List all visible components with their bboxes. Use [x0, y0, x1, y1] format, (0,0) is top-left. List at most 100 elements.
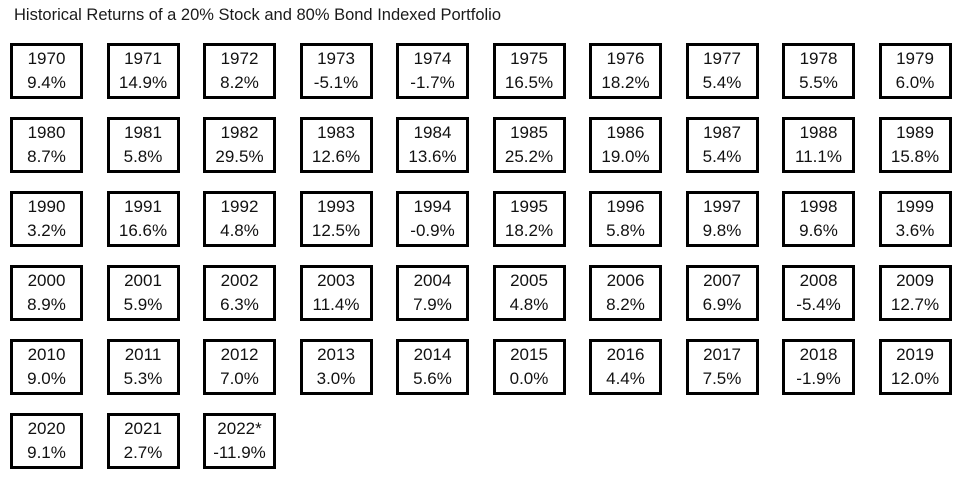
- year-return-cell: 1986 19.0%: [589, 117, 662, 173]
- year-label: 2007: [703, 271, 741, 290]
- return-value: 5.9%: [123, 295, 163, 314]
- year-label: 2006: [606, 271, 645, 290]
- year-return-cell: 1989 15.8%: [878, 117, 952, 173]
- year-label: 1992: [220, 197, 259, 216]
- year-label: 2011: [124, 345, 162, 364]
- return-value: 13.6%: [408, 147, 457, 166]
- year-label: 1996: [606, 197, 645, 216]
- year-label: 1990: [27, 197, 66, 216]
- year-label: 1972: [220, 49, 259, 68]
- year-label: 1997: [703, 197, 741, 216]
- year-return-cell: 1974 -1.7%: [396, 43, 469, 99]
- year-return-cell: 1993 12.5%: [299, 191, 373, 247]
- year-return-cell: 2022* -11.9%: [203, 413, 276, 469]
- year-return-cell: 1990 3.2%: [10, 191, 83, 247]
- year-label: 2022*: [217, 419, 262, 438]
- year-label: 1979: [896, 49, 934, 68]
- return-value: 16.5%: [504, 73, 554, 92]
- year-label: 2018: [799, 345, 838, 364]
- year-label: 1970: [27, 49, 66, 68]
- year-return-cell: 1985 25.2%: [492, 117, 566, 173]
- year-return-cell: 2005 4.8%: [492, 265, 566, 321]
- year-label: 2013: [317, 345, 355, 364]
- year-return-cell: 2002 6.3%: [203, 265, 276, 321]
- return-value: 9.0%: [27, 369, 66, 388]
- return-value: 7.0%: [220, 369, 259, 388]
- return-value: 6.0%: [895, 73, 935, 92]
- return-value: 0.0%: [509, 369, 549, 388]
- year-return-cell: 1970 9.4%: [10, 43, 83, 99]
- return-value: 9.1%: [27, 443, 66, 462]
- year-return-cell: 2012 7.0%: [203, 339, 276, 395]
- year-label: 1978: [799, 49, 838, 68]
- year-return-cell: 1998 9.6%: [782, 191, 855, 247]
- return-value: 5.4%: [702, 147, 742, 166]
- return-value: 3.2%: [27, 221, 66, 240]
- year-label: 1981: [124, 123, 162, 142]
- return-value: 9.8%: [702, 221, 742, 240]
- year-label: 1998: [799, 197, 838, 216]
- year-return-cell: 2000 8.9%: [10, 265, 83, 321]
- year-return-cell: 2014 5.6%: [396, 339, 469, 395]
- return-value: 6.3%: [220, 295, 259, 314]
- year-label: 1988: [799, 123, 838, 142]
- year-label: 2003: [317, 271, 355, 290]
- return-value: -5.1%: [313, 73, 359, 92]
- year-return-cell: 1980 8.7%: [10, 117, 83, 173]
- return-value: 3.6%: [895, 221, 935, 240]
- return-value: 4.8%: [509, 295, 549, 314]
- year-return-cell: 2013 3.0%: [299, 339, 373, 395]
- year-return-cell: 2016 4.4%: [589, 339, 662, 395]
- year-label: 1985: [510, 123, 548, 142]
- return-value: 5.6%: [413, 369, 452, 388]
- return-value: 25.2%: [504, 147, 554, 166]
- year-label: 1983: [317, 123, 355, 142]
- year-return-cell: 1981 5.8%: [106, 117, 180, 173]
- return-value: 4.4%: [606, 369, 645, 388]
- return-value: 29.5%: [215, 147, 264, 166]
- year-return-cell: 2018 -1.9%: [782, 339, 855, 395]
- year-return-cell: 1999 3.6%: [878, 191, 952, 247]
- return-value: -1.9%: [796, 369, 841, 388]
- return-value: 8.2%: [606, 295, 645, 314]
- return-value: 5.4%: [702, 73, 742, 92]
- year-label: 1995: [510, 197, 548, 216]
- year-label: 1986: [606, 123, 645, 142]
- year-return-cell: 1976 18.2%: [589, 43, 662, 99]
- year-label: 1982: [220, 123, 259, 142]
- year-return-cell: 1983 12.6%: [299, 117, 373, 173]
- year-return-cell: 1991 16.6%: [106, 191, 180, 247]
- return-value: 8.7%: [27, 147, 66, 166]
- year-return-cell: 1982 29.5%: [203, 117, 276, 173]
- return-value: 3.0%: [316, 369, 356, 388]
- year-label: 2015: [510, 345, 548, 364]
- return-value: 18.2%: [601, 73, 650, 92]
- year-return-cell: 1975 16.5%: [492, 43, 566, 99]
- return-value: 15.8%: [890, 147, 940, 166]
- year-return-cell: 1984 13.6%: [396, 117, 469, 173]
- year-label: 2004: [413, 271, 452, 290]
- return-value: -5.4%: [796, 295, 841, 314]
- year-label: 2020: [27, 419, 66, 438]
- year-return-cell: 1995 18.2%: [492, 191, 566, 247]
- return-value: -11.9%: [213, 443, 266, 462]
- year-return-cell: 2004 7.9%: [396, 265, 469, 321]
- year-label: 1993: [317, 197, 355, 216]
- year-return-cell: 1994 -0.9%: [396, 191, 469, 247]
- year-label: 1994: [413, 197, 452, 216]
- year-return-cell: 1978 5.5%: [782, 43, 855, 99]
- year-return-cell: 1971 14.9%: [106, 43, 180, 99]
- year-return-cell: 2006 8.2%: [589, 265, 662, 321]
- page-title: Historical Returns of a 20% Stock and 80…: [14, 6, 502, 24]
- year-return-cell: 1988 11.1%: [782, 117, 855, 173]
- year-label: 2000: [27, 271, 66, 290]
- year-label: 1991: [124, 197, 162, 216]
- year-return-cell: 2003 11.4%: [299, 265, 373, 321]
- return-value: 9.4%: [27, 73, 66, 92]
- year-return-cell: 2015 0.0%: [492, 339, 566, 395]
- year-label: 1980: [27, 123, 66, 142]
- year-return-cell: 1992 4.8%: [203, 191, 276, 247]
- year-label: 2019: [896, 345, 934, 364]
- year-label: 1975: [510, 49, 548, 68]
- year-label: 2005: [510, 271, 548, 290]
